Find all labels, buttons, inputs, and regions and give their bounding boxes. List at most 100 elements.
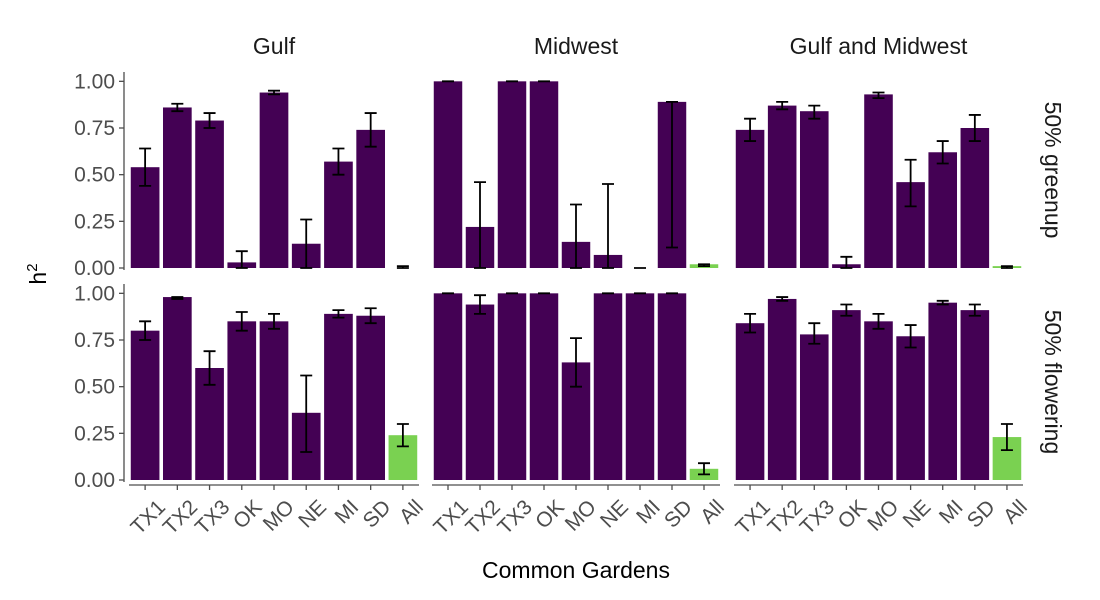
y-tick-label: 1.00 xyxy=(74,70,115,93)
bar-mi xyxy=(928,152,958,268)
error-bar-all xyxy=(698,263,710,268)
error-bar-sd xyxy=(968,303,981,317)
error-bar-sd xyxy=(666,100,678,249)
error-bar-tx1 xyxy=(139,147,152,187)
y-tick-label: 0.50 xyxy=(74,164,115,187)
x-tick-label-mi: MI xyxy=(331,496,364,529)
error-bar-mo xyxy=(268,312,280,330)
y-tick-label: 0.25 xyxy=(74,210,115,233)
error-bar-ok xyxy=(840,255,853,269)
error-bar-ne xyxy=(602,183,614,269)
column-label-gulf-and-midwest: Gulf and Midwest xyxy=(790,33,968,59)
bar-tx3 xyxy=(799,111,829,268)
error-bar-tx2 xyxy=(474,294,486,315)
bar-sd xyxy=(657,293,687,480)
error-bar-all xyxy=(1000,265,1013,269)
y-tick-label: 1.00 xyxy=(74,282,115,305)
x-tick-label-ok: OK xyxy=(531,496,569,534)
error-bar-mi xyxy=(936,299,949,306)
error-bar-mo xyxy=(570,203,582,269)
x-tick-label-sd: SD xyxy=(963,496,1000,533)
bar-ne xyxy=(593,293,623,480)
error-bar-ok xyxy=(235,250,248,269)
error-bar-tx1 xyxy=(744,117,757,142)
bar-mi xyxy=(324,161,353,268)
y-axis-title-superscript: 2 xyxy=(24,263,41,271)
x-tick-label-ok: OK xyxy=(229,496,267,534)
bar-tx3 xyxy=(799,334,829,480)
bar-tx3 xyxy=(497,81,527,268)
x-axis-title: Common Gardens xyxy=(482,557,670,583)
bar-mo xyxy=(259,321,289,480)
y-axis-title: h2 xyxy=(24,263,51,284)
x-tick-label-mo: MO xyxy=(259,496,299,536)
bar-mi xyxy=(928,302,958,480)
column-label-gulf: Gulf xyxy=(253,33,296,59)
bar-tx2 xyxy=(162,107,192,268)
row-label-50-flowering: 50% flowering xyxy=(1040,310,1066,454)
error-bar-tx3 xyxy=(203,112,216,129)
bar-tx2 xyxy=(767,105,797,268)
y-tick-label: 0.00 xyxy=(74,257,115,280)
y-tick-label: 0.25 xyxy=(74,422,115,445)
x-tick-label-all: All xyxy=(696,496,729,529)
bar-sd xyxy=(356,129,386,268)
error-bar-mi xyxy=(332,147,345,176)
error-bar-ok xyxy=(235,311,248,332)
panel-50-greenup-gulf-and-midwest xyxy=(735,91,1022,269)
error-bar-ne xyxy=(300,218,313,269)
y-tick-label: 0.50 xyxy=(74,376,115,399)
error-bar-tx2 xyxy=(474,181,486,269)
error-bar-mi xyxy=(936,140,949,165)
error-bar-mo xyxy=(872,91,885,100)
x-tick-label-ne: NE xyxy=(899,496,936,533)
x-tick-label-ne: NE xyxy=(596,496,633,533)
bar-mi xyxy=(625,293,655,480)
y-tick-label: 0.75 xyxy=(74,329,115,352)
error-bar-tx2 xyxy=(776,296,789,302)
error-bar-sd xyxy=(968,114,981,142)
x-tick-label-mi: MI xyxy=(632,496,665,529)
error-bar-tx3 xyxy=(808,322,821,345)
x-tick-label-mo: MO xyxy=(863,496,903,536)
bar-tx3 xyxy=(195,120,224,269)
bar-mo xyxy=(864,321,893,480)
bar-tx1 xyxy=(433,81,463,268)
bar-tx2 xyxy=(465,304,495,480)
error-bar-tx3 xyxy=(203,350,216,386)
x-tick-label-ok: OK xyxy=(834,496,872,534)
bar-tx2 xyxy=(162,297,192,480)
error-bar-tx3 xyxy=(808,104,821,120)
error-bar-tx1 xyxy=(744,312,757,334)
row-label-50-greenup: 50% greenup xyxy=(1040,102,1066,239)
error-bar-ok xyxy=(840,303,853,317)
error-bar-all xyxy=(698,462,710,476)
panel-50-flowering-gulf xyxy=(130,296,418,480)
bar-tx2 xyxy=(767,298,797,480)
y-axis-title-base: h xyxy=(25,272,51,285)
bar-tx1 xyxy=(735,323,765,480)
error-bar-all xyxy=(1000,423,1013,452)
error-bar-ne xyxy=(904,324,917,349)
error-bar-all xyxy=(396,265,409,269)
panel-50-greenup-gulf xyxy=(130,89,409,269)
bar-tx3 xyxy=(497,293,527,480)
bar-sd xyxy=(356,315,386,480)
y-tick-label: 0.00 xyxy=(74,469,115,492)
error-bar-all xyxy=(396,423,409,448)
bar-mo xyxy=(864,94,893,269)
column-label-midwest: Midwest xyxy=(534,33,619,59)
panels xyxy=(130,80,1022,480)
column-strip-labels: Gulf Midwest Gulf and Midwest xyxy=(253,33,968,59)
error-bar-ne xyxy=(904,158,917,208)
error-bar-mi xyxy=(332,309,345,319)
bar-ne xyxy=(896,336,925,480)
bar-ok xyxy=(529,81,559,268)
error-bar-sd xyxy=(364,307,377,325)
bar-ok xyxy=(227,321,257,480)
x-tick-label-mi: MI xyxy=(935,496,968,529)
y-tick-label: 0.75 xyxy=(74,117,115,140)
bar-tx1 xyxy=(433,293,463,480)
error-bar-mo xyxy=(872,312,885,330)
x-tick-label-all: All xyxy=(999,496,1032,529)
